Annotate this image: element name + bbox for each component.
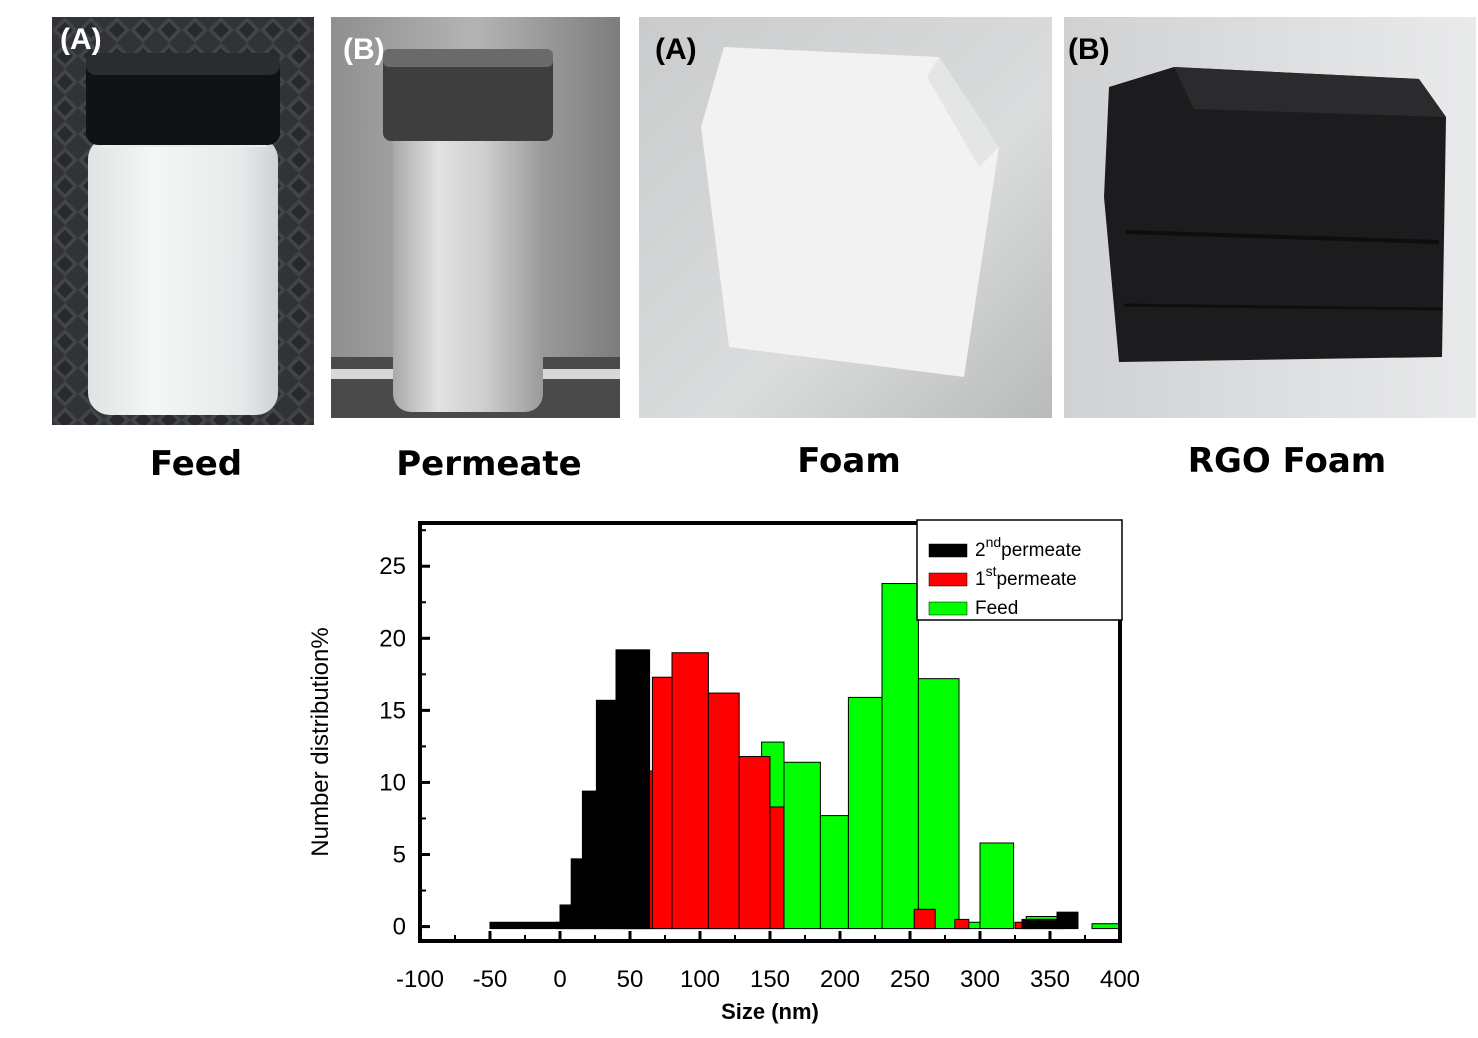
y-axis-title: Number distribution% [307, 627, 334, 856]
bar-series2-6 [881, 583, 919, 930]
y-tick-label: 20 [379, 625, 406, 652]
photo-permeate-vial: (B) [331, 17, 620, 418]
bar-series2-4 [819, 815, 849, 930]
bar-series0-2 [570, 858, 583, 930]
bar-series0-0 [489, 921, 561, 930]
panel-tag: (A) [655, 33, 697, 66]
legend-label: 2ndpermeate [975, 534, 1081, 561]
photo-rgo-foam: (B) [1064, 17, 1476, 418]
caption-rgo-foam: RGO Foam [1187, 441, 1387, 481]
x-tick-label: 100 [680, 966, 720, 993]
y-tick-label: 25 [379, 553, 406, 580]
rgo-foam-image [1064, 17, 1476, 418]
y-tick-label: 10 [379, 769, 406, 796]
x-tick-label: 400 [1100, 966, 1140, 993]
feed-vial-image [52, 17, 314, 425]
y-tick-label: 0 [393, 914, 406, 941]
y-tick-label: 5 [393, 842, 406, 869]
bar-series1-5 [707, 692, 740, 930]
legend-label: 1stpermeate [975, 563, 1077, 590]
photo-foam: (A) [639, 17, 1052, 418]
bar-series0-5 [615, 649, 651, 930]
bar-series0-4 [595, 699, 617, 930]
x-tick-label: 0 [553, 966, 566, 993]
foam-image [639, 17, 1052, 418]
permeate-vial-image [331, 17, 620, 418]
panel-tag: (B) [1068, 33, 1110, 66]
bar-series1-6 [738, 756, 771, 930]
bar-series2-9 [979, 842, 1015, 930]
panel-tag: (B) [343, 33, 385, 66]
bar-series0-3 [581, 790, 597, 930]
x-tick-label: 300 [960, 966, 1000, 993]
bar-series0-1 [559, 904, 572, 930]
y-tick-label: 15 [379, 697, 406, 724]
x-tick-label: 150 [750, 966, 790, 993]
bar-series1-7 [769, 806, 785, 930]
x-axis-title: Size (nm) [721, 999, 819, 1024]
bar-series0-7 [1056, 911, 1079, 930]
x-tick-label: 50 [617, 966, 644, 993]
bars-layer [489, 583, 1121, 930]
x-tick-label: 350 [1030, 966, 1070, 993]
caption-feed: Feed [149, 444, 243, 484]
x-tick-label: 200 [820, 966, 860, 993]
bar-series0-6 [1021, 918, 1058, 930]
legend-swatch [928, 572, 968, 587]
panel-tag: (A) [60, 23, 102, 56]
x-tick-label: -50 [473, 966, 508, 993]
bar-series1-3 [651, 676, 673, 930]
legend-swatch [928, 543, 968, 558]
bar-series2-5 [847, 696, 883, 930]
ticks-layer: -100 -50 0 50 100 150 200 250 300 350 400 0 5 10 15 20 2… [379, 529, 1140, 993]
bar-series1-4 [671, 652, 709, 930]
x-tick-label: -100 [396, 966, 444, 993]
size-distribution-chart: -100 -50 0 50 100 150 200 250 300 350 400 0 5 10 15 20 2… [307, 519, 1140, 1024]
bar-series2-7 [917, 678, 960, 930]
photo-feed-vial: (A) [52, 17, 314, 425]
bar-series1-9 [954, 918, 970, 930]
bar-series2-3 [783, 761, 821, 930]
caption-foam: Foam [797, 441, 901, 481]
bar-series2-11 [1091, 923, 1121, 930]
legend-label: Feed [975, 598, 1018, 619]
x-tick-label: 250 [890, 966, 930, 993]
caption-permeate: Permeate [396, 444, 582, 484]
legend-swatch [928, 601, 968, 616]
bar-series1-8 [913, 908, 936, 930]
